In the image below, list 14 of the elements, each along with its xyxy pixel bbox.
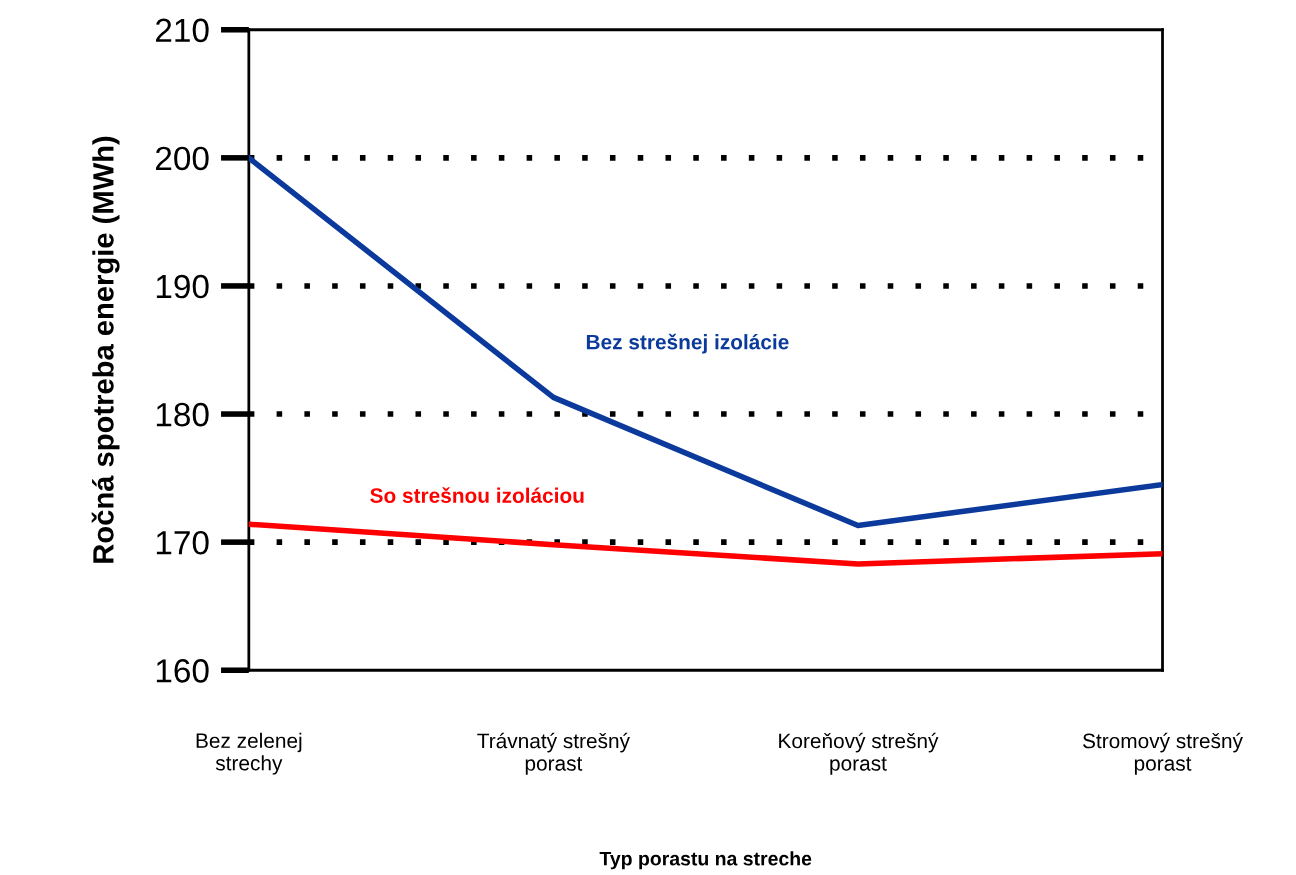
- y-tick-label: 170: [156, 530, 209, 555]
- x-tick-label: Koreňový strešný porast: [779, 732, 939, 775]
- y-tick-label: 210: [156, 18, 209, 43]
- y-tick-label: 180: [156, 402, 209, 427]
- x-axis-title: Typ porastu na streche: [599, 851, 812, 870]
- y-tick-label: 190: [156, 274, 209, 299]
- x-tick-label: Trávnatý strešný porast: [477, 732, 630, 775]
- series-label: So strešnou izoláciou: [370, 487, 584, 503]
- text: Bez strešnej izolácie: [586, 333, 789, 354]
- y-axis-title: Ročná spotreba energie (MWh): [91, 136, 120, 563]
- x-tick-label: Bez zelenej strechy: [196, 732, 302, 775]
- x-tick-label: Stromový strešný porast: [1083, 732, 1243, 775]
- y-tick-label: 200: [156, 146, 209, 171]
- y-tick-label: 160: [156, 659, 209, 683]
